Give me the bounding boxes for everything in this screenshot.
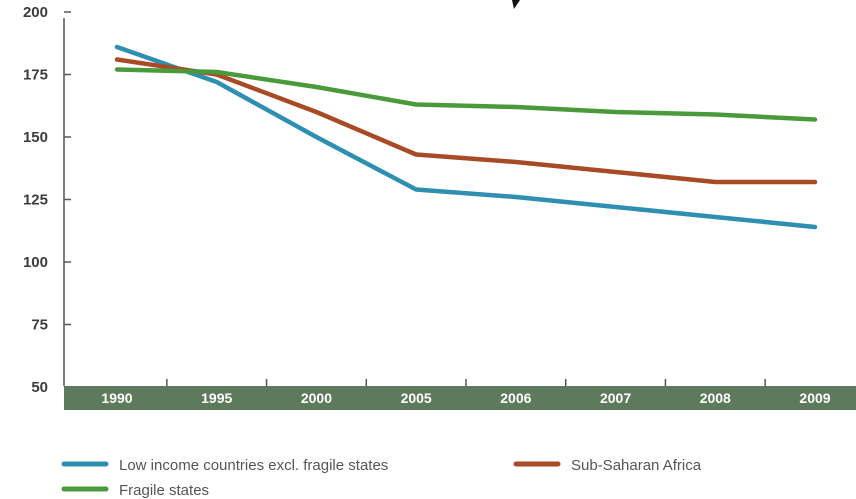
x-tick-label: 1990 — [101, 390, 132, 406]
y-tick-label: 125 — [23, 192, 48, 209]
x-tick-label: 2009 — [799, 390, 830, 406]
series-line — [114, 67, 818, 122]
legend-label: Sub-Saharan Africa — [571, 457, 702, 474]
y-tick-label: 75 — [31, 317, 48, 334]
y-tick-label: 150 — [23, 129, 48, 146]
y-tick-label: 100 — [23, 254, 48, 271]
x-tick-label: 2005 — [401, 390, 432, 406]
legend-label: Fragile states — [119, 482, 209, 499]
x-axis-band — [64, 386, 856, 410]
x-tick-label: 1995 — [201, 390, 232, 406]
series-line — [114, 57, 818, 185]
x-tick-label: 2008 — [700, 390, 731, 406]
x-tick-label: 2006 — [500, 390, 531, 406]
x-tick-label: 2007 — [600, 390, 631, 406]
x-tick-label: 2000 — [301, 390, 332, 406]
legend-label: Low income countries excl. fragile state… — [119, 457, 388, 474]
x-axis-ticks: 1990 1995 2000 2005 2006 2007 2008 2009 — [101, 379, 831, 406]
y-tick-label: 50 — [31, 379, 48, 396]
y-tick-label: 200 — [23, 4, 48, 21]
series-lines — [114, 44, 818, 230]
legend: Low income countries excl. fragile state… — [61, 457, 702, 499]
top-edge-mark — [512, 0, 520, 9]
y-tick-label: 175 — [23, 67, 48, 84]
y-axis-ticks: 50 75 100 125 150 175 200 — [23, 4, 71, 396]
series-line — [114, 44, 818, 230]
